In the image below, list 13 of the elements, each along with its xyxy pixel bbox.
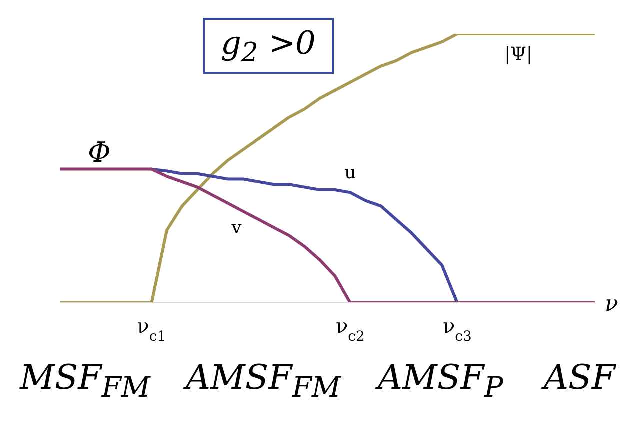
x-tick-label: ν$_{c3}$ <box>442 314 472 345</box>
text: AMSF$_{FM}$ <box>186 358 341 404</box>
series-label: v <box>230 218 243 239</box>
x-tick-label: ν$_{c1}$ <box>137 314 166 345</box>
text: AMSF$_{P}$ <box>378 358 504 404</box>
text: MSF$_{FM}$ <box>20 358 150 404</box>
x-tick-label: ν$_{c2}$ <box>336 314 365 345</box>
annotation: g$_{2}$ >0 <box>203 18 334 74</box>
x-axis-title: ν <box>605 292 618 317</box>
series-label: u <box>344 162 356 184</box>
annotation: Φ <box>88 136 111 169</box>
series-label: |Ψ| <box>504 44 533 65</box>
text: ASF <box>544 358 616 398</box>
